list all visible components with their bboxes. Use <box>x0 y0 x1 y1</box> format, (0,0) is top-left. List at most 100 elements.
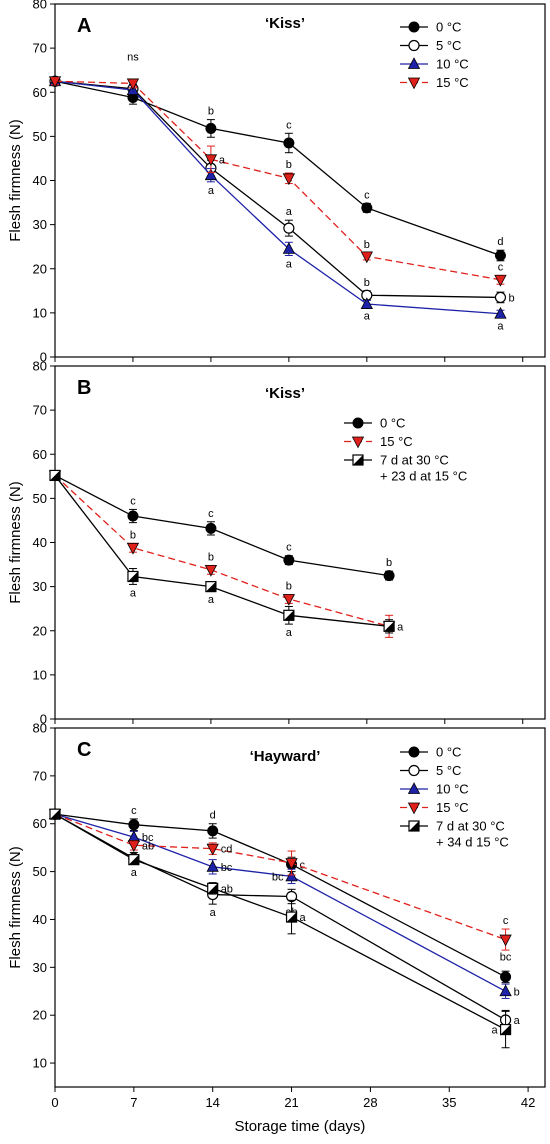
panel-label: B <box>77 377 91 399</box>
series-line <box>54 80 501 257</box>
legend-label: 15 °C <box>436 800 469 815</box>
significance-letter: b <box>130 529 136 541</box>
data-point <box>500 971 512 983</box>
series-line <box>54 474 390 577</box>
significance-letter: a <box>364 311 371 323</box>
x-tick-label: 14 <box>205 1095 219 1110</box>
panel-a-chart: 0 10 20 30 40 50 60 70 80 Flesh firmness (N) A ‘Kis… <box>7 0 546 365</box>
legend-label: 7 d at 30 °C <box>436 819 505 834</box>
data-point <box>494 274 507 287</box>
series-line <box>54 475 390 627</box>
legend-marker <box>408 746 420 758</box>
data-point <box>283 137 295 149</box>
series-line <box>54 813 506 941</box>
data-point <box>282 173 296 186</box>
legend-label: 0 °C <box>380 416 405 431</box>
significance-letter: c <box>130 495 136 507</box>
significance-letter: a <box>286 206 293 218</box>
marker-fill <box>353 455 363 465</box>
significance-letter: b <box>364 277 370 289</box>
annotation-label: bc <box>500 952 512 964</box>
data-point <box>206 859 219 872</box>
marker-fill <box>409 821 419 831</box>
marker-fill <box>500 1024 511 1035</box>
data-point <box>127 570 139 583</box>
legend-label: 0 °C <box>436 20 461 35</box>
legend-marker <box>407 57 421 69</box>
panel-title: ‘Hayward’ <box>250 748 321 765</box>
data-point <box>49 469 61 482</box>
data-point <box>204 564 218 577</box>
significance-letter: c <box>286 119 292 131</box>
x-axis-label: Storage time (days) <box>235 1118 366 1135</box>
data-point <box>126 542 140 555</box>
data-point <box>499 984 512 997</box>
legend-marker <box>408 39 420 52</box>
data-point <box>285 869 298 882</box>
legend-marker <box>408 21 420 33</box>
legend-label: 5 °C <box>436 38 461 53</box>
data-point <box>205 522 217 534</box>
legend-marker <box>407 77 421 90</box>
significance-letter: b <box>364 239 370 251</box>
significance-letter: d <box>210 810 216 822</box>
legend-marker <box>352 417 364 429</box>
y-tick-label: 30 <box>33 579 47 594</box>
data-point <box>205 581 217 593</box>
significance-letter: c <box>498 261 504 273</box>
significance-letter: cd <box>221 844 233 856</box>
y-tick-label: 80 <box>33 359 47 374</box>
x-tick-label: 7 <box>130 1095 137 1110</box>
y-tick-label: 70 <box>33 403 47 418</box>
y-tick-label: 60 <box>33 447 47 462</box>
data-point <box>361 202 373 214</box>
data-point <box>206 843 219 856</box>
series-line <box>54 474 390 627</box>
y-tick-label: 30 <box>33 960 47 975</box>
significance-letter: b <box>286 159 292 171</box>
legend-marker <box>407 802 421 815</box>
marker-fill <box>50 470 60 481</box>
y-tick-label: 50 <box>33 864 47 879</box>
significance-letter: b <box>208 106 214 118</box>
marker-fill <box>286 912 297 923</box>
y-axis-label: Flesh firmness (N) <box>7 119 24 242</box>
legend: 0 °C 15 °C 7 d at 30 °C+ 23 d at 15 °C <box>344 416 467 484</box>
data-point <box>128 854 140 866</box>
series: a b b c <box>48 76 507 287</box>
marker-fill <box>128 854 139 865</box>
data-point <box>283 222 295 234</box>
legend-label: 10 °C <box>436 782 469 797</box>
significance-letter: a <box>210 907 217 919</box>
y-axis-label: Flesh firmness (N) <box>7 481 24 604</box>
data-point <box>204 168 218 181</box>
series: c c c b <box>49 469 395 582</box>
data-point <box>205 122 217 134</box>
legend-label: 15 °C <box>380 434 413 449</box>
significance-letter: ab <box>142 840 154 852</box>
y-tick-label: 60 <box>33 816 47 831</box>
data-point <box>360 251 373 264</box>
legend-label: 7 d at 30 °C <box>380 453 449 468</box>
x-tick-label: 28 <box>363 1095 377 1110</box>
marker-fill <box>207 883 218 894</box>
data-point <box>49 808 61 820</box>
y-tick-label: 10 <box>33 305 47 320</box>
panel-c-chart: 10 20 30 40 50 60 70 80 0 7 14 21 28 35 42 Flesh firmne… <box>7 721 546 1135</box>
data-point <box>285 911 298 923</box>
marker-fill <box>283 610 294 621</box>
y-tick-label: 10 <box>33 1056 47 1071</box>
significance-letter: a <box>397 621 404 633</box>
panel-title: ‘Kiss’ <box>265 385 305 402</box>
legend-label: 5 °C <box>436 763 461 778</box>
significance-letter: c <box>503 915 509 927</box>
y-tick-label: 20 <box>33 1008 47 1023</box>
data-point <box>494 291 507 304</box>
y-axis-label: Flesh firmness (N) <box>7 846 24 969</box>
y-tick-label: 0 <box>40 712 47 727</box>
x-tick-label: 42 <box>521 1095 535 1110</box>
y-tick-label: 10 <box>33 667 47 682</box>
significance-letter: a <box>219 154 226 166</box>
panel-title: ‘Kiss’ <box>265 15 305 32</box>
significance-letter: d <box>497 236 503 248</box>
